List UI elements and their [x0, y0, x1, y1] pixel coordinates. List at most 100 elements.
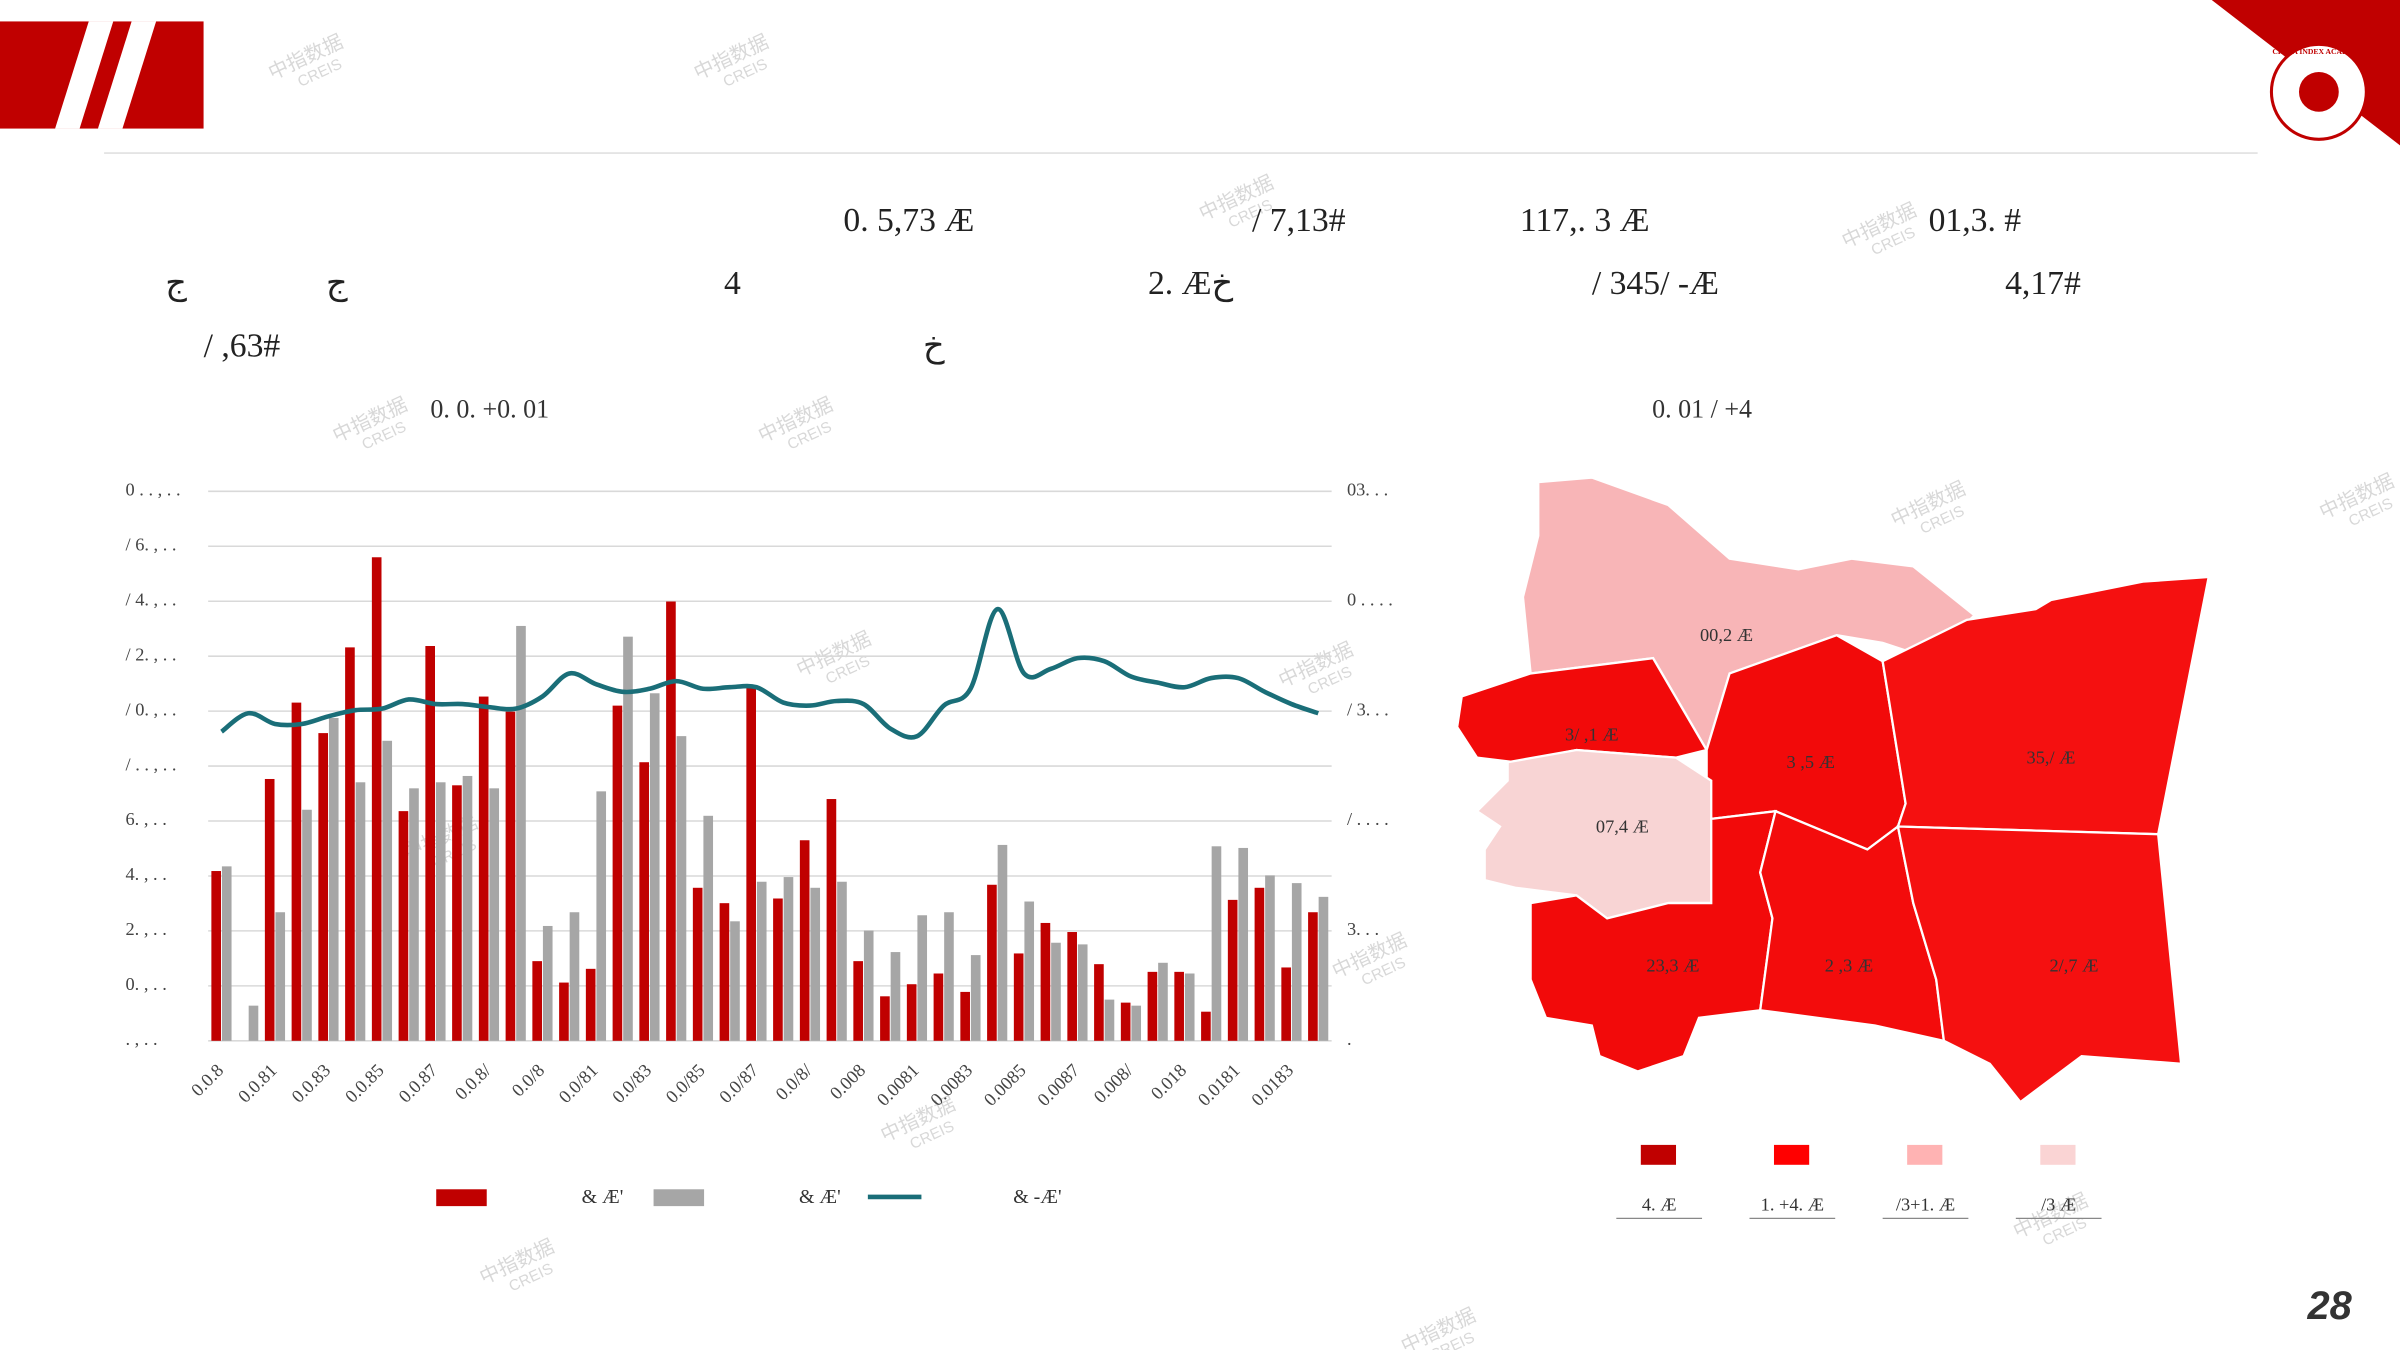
- bar: [532, 961, 542, 1041]
- bar: [398, 811, 409, 1041]
- bar: [371, 557, 382, 1041]
- header-slash: [55, 21, 114, 129]
- bar: [382, 740, 393, 1041]
- bar: [569, 912, 580, 1041]
- map-region: [1881, 575, 2211, 836]
- bar: [773, 898, 783, 1041]
- bar: [1158, 962, 1168, 1041]
- bar: [880, 996, 890, 1041]
- bar: [906, 984, 917, 1041]
- map-title: 0. 01 / +4: [1652, 395, 1752, 424]
- header-text: 4,17#: [2005, 265, 2081, 302]
- bar: [756, 881, 767, 1041]
- legend-swatch: [653, 1189, 705, 1207]
- bar: [275, 912, 286, 1041]
- bar: [1147, 971, 1158, 1041]
- region-label: 3/ ,1 Æ: [1565, 724, 1619, 744]
- bar: [1174, 971, 1184, 1041]
- x-tick-label: 0.0.8: [187, 1060, 227, 1100]
- x-tick-label: 0.008/: [1090, 1059, 1138, 1107]
- y-tick-label: 4. , . .: [126, 864, 167, 884]
- bar: [248, 1005, 259, 1041]
- bar: [355, 782, 366, 1041]
- bar: [542, 925, 553, 1041]
- y2-tick-label: .: [1347, 1029, 1352, 1049]
- y-tick-label: 0 . . , . .: [126, 480, 181, 500]
- bar: [559, 982, 569, 1041]
- bar: [1024, 901, 1035, 1041]
- bar: [746, 687, 756, 1041]
- bar: [1051, 942, 1061, 1041]
- bar: [1094, 964, 1104, 1041]
- bar: [1104, 999, 1115, 1041]
- x-tick-label: 0.0/8: [508, 1060, 548, 1100]
- line: [220, 606, 1320, 740]
- map-legend-swatch: [2040, 1144, 2076, 1165]
- header-text: 01,3. #: [1929, 202, 2022, 239]
- bar: [489, 788, 500, 1041]
- region-label: 07,4 Æ: [1596, 816, 1649, 836]
- region-label: 3 ,5 Æ: [1786, 752, 1834, 772]
- bar: [970, 955, 981, 1041]
- region-label: 2/,7 Æ: [2049, 956, 2098, 976]
- x-tick-label: 0.0.87: [395, 1060, 442, 1107]
- map-legend-swatch: [1640, 1144, 1677, 1165]
- header-text: 0. 5,73 Æ: [843, 202, 974, 239]
- x-tick-label: 0.0/83: [608, 1060, 655, 1107]
- bar: [596, 791, 607, 1041]
- bar: [291, 702, 302, 1041]
- map-legend-label: /3+1. Æ: [1896, 1194, 1955, 1214]
- x-tick-label: 0.0181: [1194, 1060, 1244, 1110]
- bar: [516, 625, 526, 1041]
- x-tick-label: 0.0/8/: [772, 1059, 817, 1104]
- header-text: / 7,13#: [1252, 202, 1346, 239]
- bar: [211, 871, 222, 1041]
- x-tick-label: 0.018: [1147, 1060, 1190, 1103]
- bar: [639, 762, 649, 1041]
- bar: [719, 903, 730, 1041]
- bar: [890, 952, 901, 1041]
- bar: [221, 866, 232, 1041]
- bar: [328, 717, 339, 1041]
- x-tick-label: 0.0/87: [715, 1060, 762, 1107]
- y-tick-label: / 0. , . .: [126, 699, 177, 719]
- bar: [1120, 1002, 1131, 1041]
- x-tick-label: 0.0.85: [341, 1060, 388, 1107]
- bar: [1131, 1005, 1142, 1041]
- bar: [933, 973, 944, 1041]
- region-label: 35,/ Æ: [2027, 747, 2076, 767]
- x-tick-label: 0.0/81: [555, 1060, 602, 1107]
- bar: [1077, 944, 1088, 1041]
- region-label: 2 ,3 Æ: [1825, 956, 1873, 976]
- region-label: 00,2 Æ: [1700, 625, 1753, 645]
- x-tick-label: 0.0.83: [288, 1060, 335, 1107]
- x-tick-label: 0.0087: [1033, 1060, 1083, 1110]
- y2-tick-label: / . . . .: [1347, 809, 1389, 829]
- header-text: 2. Æخ: [1148, 265, 1234, 303]
- x-tick-label: 0.0081: [873, 1060, 923, 1110]
- bar: [917, 915, 928, 1041]
- bar: [997, 844, 1008, 1041]
- header-text: خ: [923, 328, 945, 366]
- bar: [783, 877, 794, 1041]
- x-tick-label: 0.0.81: [234, 1060, 281, 1107]
- legend-label: & -Æ': [1013, 1186, 1061, 1208]
- bar: [435, 782, 446, 1041]
- chart-title: 0. 0. +0. 01: [430, 395, 549, 424]
- bar: [1281, 967, 1291, 1041]
- bar: [462, 775, 473, 1041]
- page-number: 28: [2306, 1284, 2352, 1328]
- y-tick-label: 2. , . .: [126, 919, 167, 939]
- y-tick-label: / 6. , . .: [126, 534, 177, 554]
- bar: [666, 601, 676, 1041]
- y-tick-label: 0. , . .: [126, 974, 167, 994]
- bar: [1291, 883, 1302, 1041]
- map-legend-label: /3 Æ: [2041, 1194, 2076, 1214]
- bar: [425, 646, 435, 1041]
- bar: [826, 799, 837, 1041]
- bar: [612, 705, 623, 1041]
- bar: [853, 961, 863, 1041]
- header-text: ج: [326, 265, 348, 303]
